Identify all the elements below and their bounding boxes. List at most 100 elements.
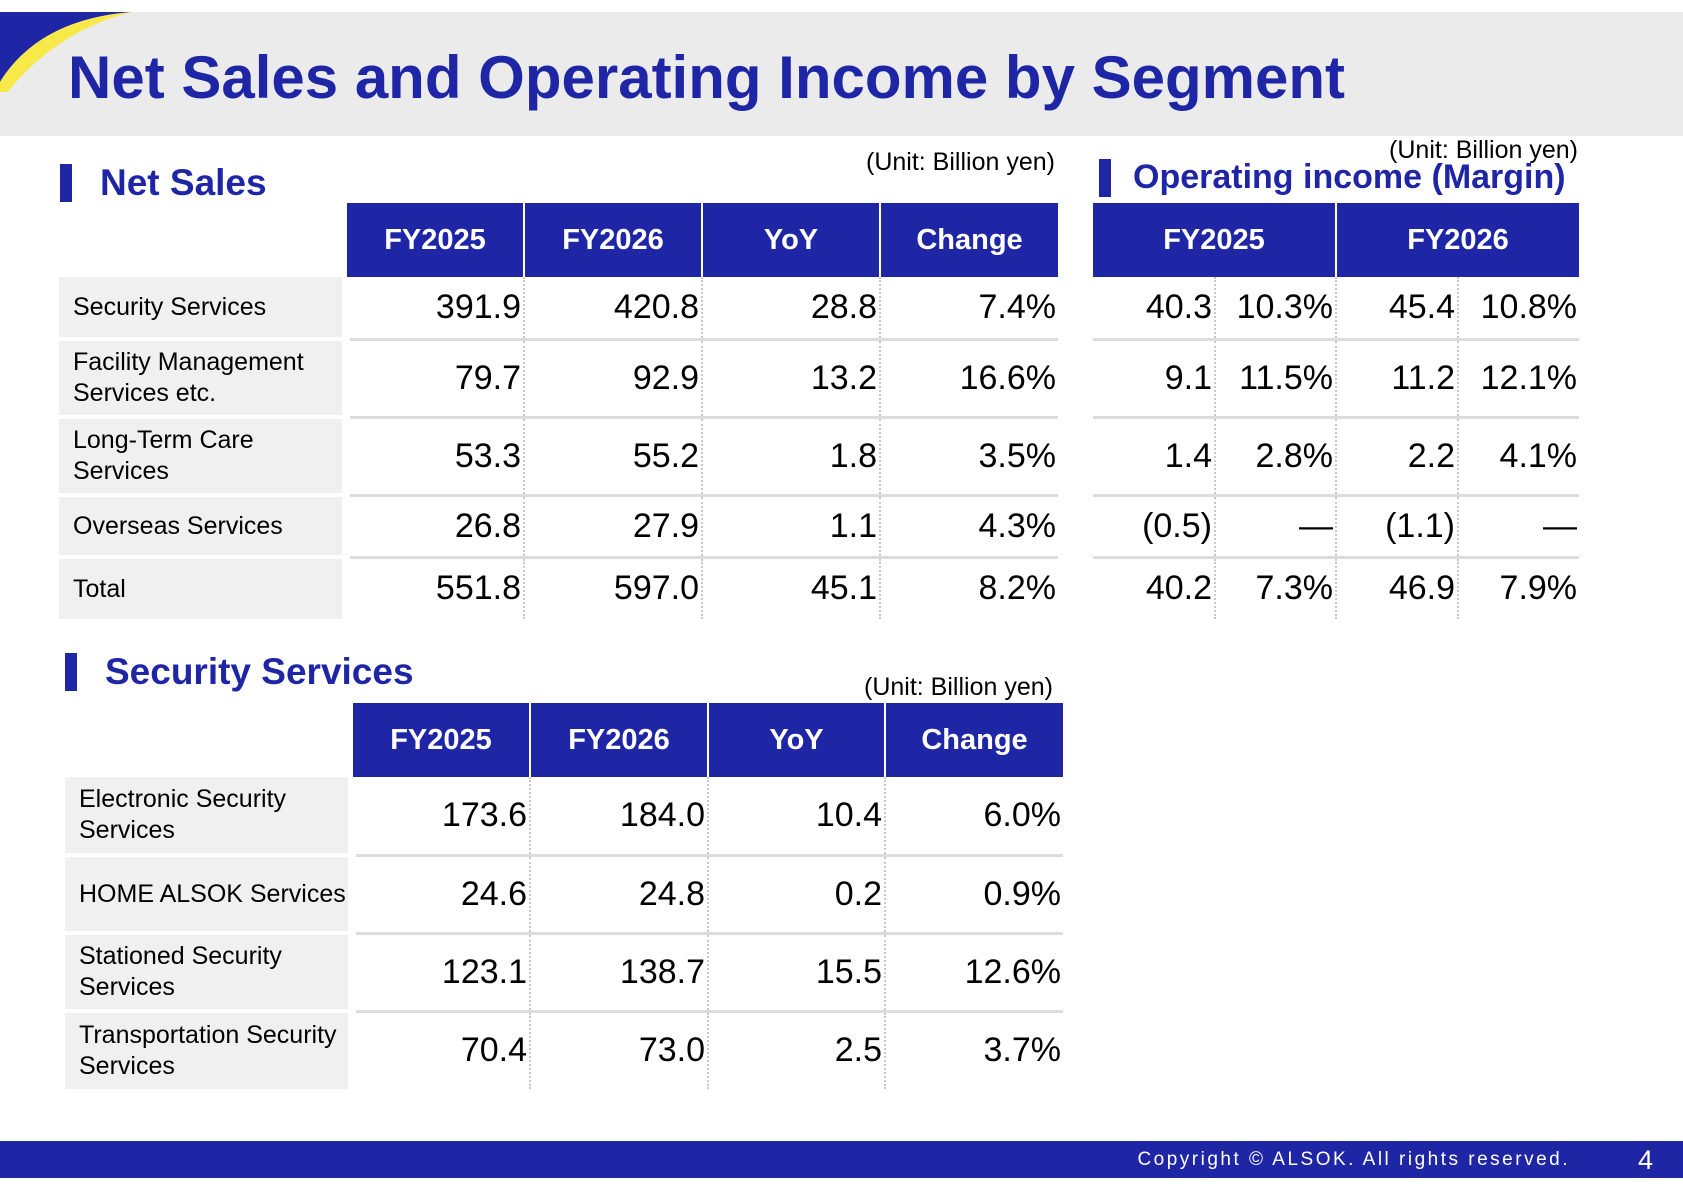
table-header-row: FY2025 FY2026	[1093, 203, 1580, 277]
cell-value: 6.0%	[885, 777, 1063, 857]
cell-value: 138.7	[530, 933, 709, 1013]
column-header: FY2026	[529, 703, 708, 777]
cell-value: 1.8	[702, 417, 881, 497]
cell-value: 3.5%	[880, 417, 1058, 497]
cell-value: 70.4	[352, 1011, 531, 1089]
margin-value: —	[1215, 495, 1338, 559]
cell-value: 597.0	[524, 557, 703, 619]
column-header: Change	[879, 203, 1058, 277]
margin-value: 7.3%	[1215, 557, 1338, 619]
row-label: Total	[59, 557, 350, 619]
operating-income-unit: (Unit: Billion yen)	[1389, 136, 1578, 164]
margin-value: 11.5%	[1215, 339, 1338, 419]
heading-marker	[65, 653, 77, 691]
row-label: Transportation Security Services	[65, 1011, 356, 1089]
cell-value: 391.9	[346, 277, 525, 341]
column-header: Change	[884, 703, 1063, 777]
title-band: Net Sales and Operating Income by Segmen…	[0, 12, 1683, 136]
net-sales-unit: (Unit: Billion yen)	[866, 148, 1055, 176]
net-sales-heading: Net Sales	[60, 162, 267, 204]
table-row: Stationed Security Services 123.1 138.7 …	[65, 933, 1063, 1013]
table-row: Transportation Security Services 70.4 73…	[65, 1011, 1063, 1089]
net-sales-title: Net Sales	[100, 162, 267, 203]
income-value: (0.5)	[1093, 495, 1216, 559]
margin-value: 7.9%	[1499, 569, 1578, 608]
operating-income-table: FY2025 FY2026 40.3 10.3% 45.4 10.8% 9.1 …	[1093, 203, 1580, 619]
heading-marker	[60, 164, 72, 202]
security-services-heading: Security Services	[65, 651, 414, 693]
column-header: FY2026	[523, 203, 702, 277]
margin-value: 10.3%	[1215, 277, 1338, 341]
corner-swoosh-graphic	[0, 12, 132, 92]
cell-value: 53.3	[346, 417, 525, 497]
income-value: 11.2	[1336, 339, 1460, 419]
margin-value: 12.1%	[1458, 339, 1580, 419]
row-label: Long-Term Care Services	[59, 417, 350, 497]
cell-value: 12.6%	[885, 933, 1063, 1013]
page-number: 4	[1637, 1145, 1653, 1175]
cell-value: 0.9%	[885, 855, 1063, 935]
column-header: FY2025	[351, 703, 530, 777]
cell-value: 0.2	[708, 855, 886, 935]
table-row: HOME ALSOK Services 24.6 24.8 0.2 0.9%	[65, 855, 1063, 935]
row-label: Overseas Services	[59, 495, 350, 559]
table-row: (0.5) — (1.1) —	[1093, 495, 1580, 559]
cell-value: 15.5	[708, 933, 886, 1013]
table-header-row: FY2025 FY2026 YoY Change	[65, 703, 1063, 777]
heading-marker	[1099, 158, 1111, 197]
cell-value: 8.2%	[978, 569, 1057, 608]
margin-value: 2.8%	[1215, 417, 1338, 497]
cell-value: 55.2	[524, 417, 703, 497]
table-row: Overseas Services 26.8 27.9 1.1 4.3%	[59, 495, 1058, 559]
row-label: HOME ALSOK Services	[65, 855, 356, 935]
net-sales-table: FY2025 FY2026 YoY Change Security Servic…	[59, 203, 1058, 619]
cell-value: 551.8	[346, 557, 525, 619]
operating-income-heading: Operating income (Margin)	[1099, 158, 1566, 197]
cell-value: 79.7	[346, 339, 525, 419]
margin-value: —	[1458, 495, 1580, 559]
security-services-table: FY2025 FY2026 YoY Change Electronic Secu…	[65, 703, 1063, 1089]
cell-value: 16.6%	[880, 339, 1058, 419]
cell-value: 123.1	[352, 933, 531, 1013]
cell-value: 27.9	[524, 495, 703, 559]
table-row-total: 40.2 7.3% 46.9 7.9%	[1093, 557, 1579, 619]
income-value: (1.1)	[1336, 495, 1460, 559]
footer-bar: Copyright © ALSOK. All rights reserved. …	[0, 1141, 1683, 1178]
table-row: Facility Management Services etc. 79.7 9…	[59, 339, 1058, 419]
security-services-title: Security Services	[105, 651, 414, 692]
cell-value: 26.8	[346, 495, 525, 559]
table-row: Electronic Security Services 173.6 184.0…	[65, 777, 1063, 857]
page-title: Net Sales and Operating Income by Segmen…	[68, 44, 1345, 111]
table-row-total: Total 551.8 597.0 45.1 8.2%	[59, 557, 1058, 619]
income-value: 46.9	[1336, 557, 1460, 619]
column-header: YoY	[707, 703, 885, 777]
income-value: 40.3	[1093, 277, 1216, 341]
row-label: Security Services	[59, 277, 350, 341]
cell-value: 2.5	[708, 1011, 886, 1089]
cell-value: 173.6	[352, 777, 531, 857]
table-row: Long-Term Care Services 53.3 55.2 1.8 3.…	[59, 417, 1058, 497]
table-row: 40.3 10.3% 45.4 10.8%	[1093, 277, 1580, 341]
cell-value: 73.0	[530, 1011, 709, 1089]
income-value: 2.2	[1336, 417, 1460, 497]
copyright-notice: Copyright © ALSOK. All rights reserved.	[1137, 1149, 1570, 1170]
cell-value: 24.6	[352, 855, 531, 935]
column-header: FY2025	[345, 203, 524, 277]
cell-value: 184.0	[530, 777, 709, 857]
cell-value: 3.7%	[983, 1031, 1062, 1070]
row-label: Stationed Security Services	[65, 933, 356, 1013]
table-row: 9.1 11.5% 11.2 12.1%	[1093, 339, 1580, 419]
column-header: YoY	[701, 203, 880, 277]
cell-value: 1.1	[702, 495, 881, 559]
security-services-unit: (Unit: Billion yen)	[864, 673, 1053, 701]
cell-value: 4.3%	[880, 495, 1058, 559]
margin-value: 4.1%	[1458, 417, 1580, 497]
table-header-row: FY2025 FY2026 YoY Change	[59, 203, 1058, 277]
cell-value: 45.1	[702, 557, 881, 619]
row-label: Facility Management Services etc.	[59, 339, 350, 419]
column-header: FY2026	[1335, 203, 1580, 277]
column-header: FY2025	[1093, 203, 1337, 277]
income-value: 40.2	[1093, 557, 1216, 619]
cell-value: 420.8	[524, 277, 703, 341]
income-value: 1.4	[1093, 417, 1216, 497]
